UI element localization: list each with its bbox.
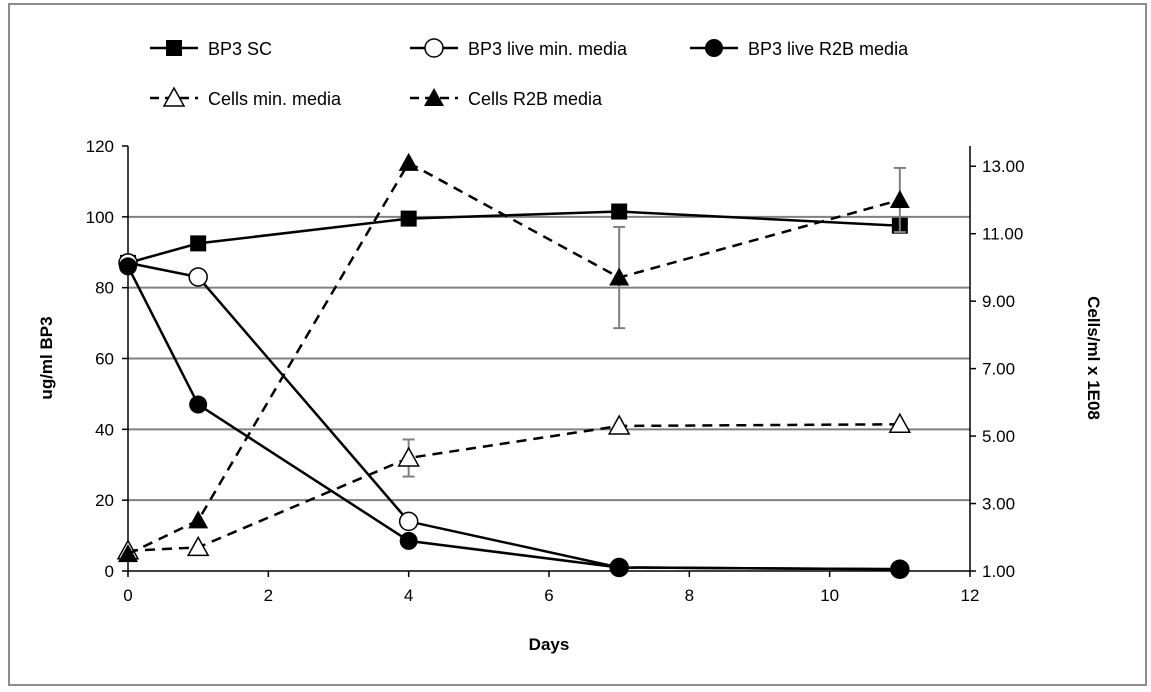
series-0 (120, 203, 908, 271)
chart-frame (8, 3, 1147, 686)
legend-item-2: BP3 live R2B media (690, 39, 909, 59)
series-line (126, 265, 900, 571)
data-point (889, 189, 910, 208)
data-point (190, 235, 207, 252)
data-point (609, 267, 630, 286)
x-tick-label: 2 (264, 586, 273, 605)
y-left-tick-label: 40 (95, 420, 114, 439)
data-point (607, 414, 631, 435)
data-point (890, 560, 909, 579)
y-left-tick-label: 80 (95, 279, 114, 298)
data-point (399, 531, 418, 550)
legend-label: BP3 live min. media (468, 39, 628, 59)
data-point (400, 210, 417, 227)
legend-marker (162, 86, 186, 107)
data-point (118, 544, 138, 563)
x-tick-label: 4 (404, 586, 413, 605)
data-point (186, 535, 210, 557)
data-point (189, 395, 208, 414)
data-point (611, 203, 628, 220)
legend-label: BP3 live R2B media (748, 39, 909, 59)
data-point (119, 257, 137, 276)
legend-marker (166, 40, 182, 56)
series-layer (116, 152, 912, 579)
legend-item-1: BP3 live min. media (410, 38, 628, 59)
series-3 (116, 412, 912, 560)
series-line (127, 261, 900, 571)
data-point (188, 510, 209, 529)
series-line (127, 161, 901, 556)
legend-label: Cells R2B media (468, 89, 603, 109)
x-tick-label: 10 (820, 586, 839, 605)
axes: 0 2 4 6 8 10 120204060801001201.003.005.007.00… (86, 137, 1025, 605)
data-point (610, 558, 629, 577)
data-point (188, 267, 208, 287)
data-point (398, 511, 419, 532)
y-right-tick-label: 11.00 (982, 225, 1023, 244)
legend-item-3: Cells min. media (150, 86, 342, 109)
x-tick-label: 0 (123, 586, 132, 605)
legend: BP3 SC BP3 live min. media BP3 live R2B me… (150, 38, 909, 109)
legend-label: Cells min. media (208, 89, 342, 109)
y-axis-left-title: ug/ml BP3 (37, 316, 56, 399)
legend-item-4: Cells R2B media (410, 88, 603, 109)
legend-marker (705, 39, 723, 57)
y-left-tick-label: 60 (95, 350, 114, 369)
y-right-tick-label: 7.00 (982, 360, 1015, 379)
y-left-tick-label: 120 (86, 137, 114, 156)
x-axis-title: Days (529, 635, 570, 654)
y-right-tick-label: 5.00 (982, 427, 1015, 446)
y-right-tick-label: 3.00 (982, 495, 1015, 514)
y-left-tick-label: 0 (105, 562, 114, 581)
y-left-tick-label: 20 (95, 491, 114, 510)
data-point (888, 412, 912, 434)
legend-label: BP3 SC (208, 39, 272, 59)
y-right-tick-label: 9.00 (982, 292, 1015, 311)
data-point (398, 152, 419, 171)
x-tick-label: 12 (961, 586, 980, 605)
gridlines (128, 215, 970, 502)
y-right-tick-label: 1.00 (982, 562, 1015, 581)
legend-marker (424, 88, 444, 106)
series-line (127, 423, 900, 553)
series-4 (118, 152, 910, 563)
legend-marker (424, 38, 444, 58)
y-right-tick-label: 13.00 (982, 157, 1025, 176)
x-tick-label: 6 (544, 586, 553, 605)
x-tick-label: 8 (685, 586, 694, 605)
y-left-tick-label: 100 (86, 208, 114, 227)
legend-item-0: BP3 SC (150, 39, 272, 59)
series-1 (118, 253, 910, 579)
data-point (397, 446, 420, 467)
series-2 (119, 257, 909, 579)
y-axis-right-title: Cells/ml x 1E08 (1084, 296, 1103, 420)
